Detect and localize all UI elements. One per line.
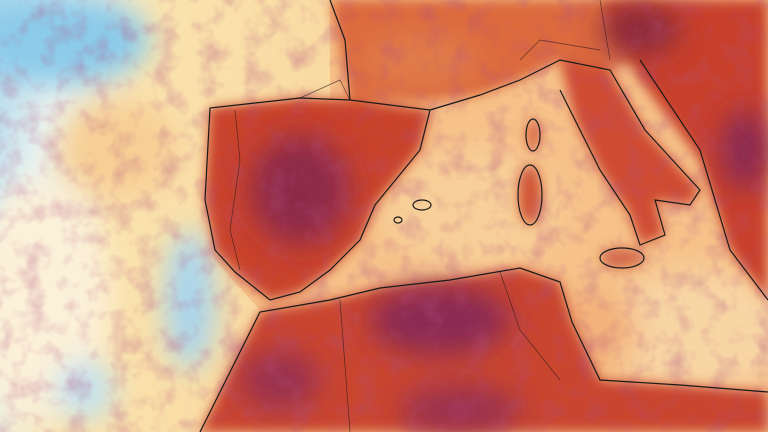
coastlines xyxy=(199,0,768,432)
borders xyxy=(229,0,611,432)
